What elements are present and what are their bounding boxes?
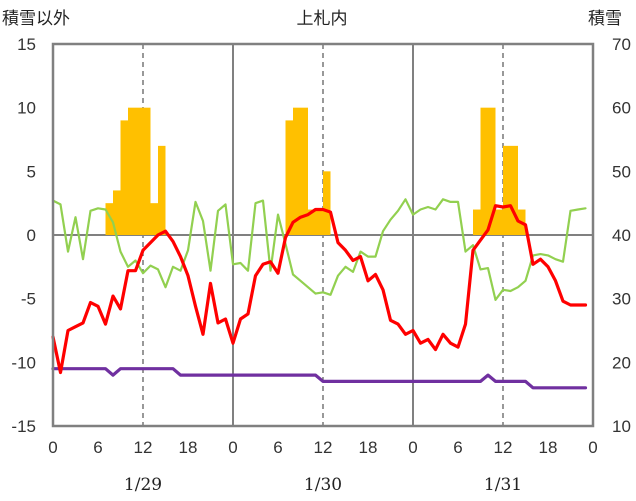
plot-border [51,42,595,428]
snow-bar-4 [135,107,143,235]
snow-bar-20 [510,145,518,235]
right-ytick-label-5: 20 [612,353,631,372]
snow-bar-5 [143,107,151,235]
xtick-label-1: 6 [93,438,102,457]
left-axis-title: 積雪以外 [2,9,70,29]
snow-bar-2 [120,120,128,235]
left-ytick-label-2: 5 [27,162,36,181]
left-ytick-label-5: -10 [11,353,36,372]
right-ytick-label-0: 70 [612,35,631,54]
xtick-label-8: 0 [408,438,417,457]
line-series-0 [51,204,588,375]
snow-bar-16 [480,107,488,235]
right-ytick-label-1: 60 [612,99,631,118]
left-ytick-label-1: 10 [17,99,36,118]
line-series-2 [51,367,588,390]
snow-bar-17 [488,107,496,235]
xtick-label-6: 12 [314,438,333,457]
xtick-label-3: 18 [179,438,198,457]
snow-bar-19 [503,145,511,235]
snow-bar-12 [308,209,316,235]
left-ytick-label-3: 0 [27,226,36,245]
xtick-label-2: 12 [134,438,153,457]
left-ytick-label-4: -5 [21,290,36,309]
snow-bar-6 [150,203,158,235]
xtick-label-7: 18 [359,438,378,457]
snow-bar-15 [473,209,481,235]
snow-bar-10 [293,107,301,235]
snow-bar-13 [315,209,323,235]
right-ytick-label-6: 10 [612,417,631,436]
snow-bar-9 [285,120,293,235]
right-ytick-label-4: 30 [612,290,631,309]
xtick-label-5: 6 [273,438,282,457]
date-label-1: 1/30 [304,475,342,495]
snow-bar-3 [128,107,136,235]
right-ytick-label-2: 50 [612,162,631,181]
snow-bar-14 [323,171,331,235]
snow-bars [105,107,526,235]
left-ytick-label-6: -15 [11,417,36,436]
series-lines [51,198,588,390]
xtick-label-4: 0 [228,438,237,457]
snow-bar-1 [113,190,121,235]
right-axis-title: 積雪 [588,9,622,29]
date-label-0: 1/29 [124,475,162,495]
date-label-2: 1/31 [484,475,522,495]
xtick-label-0: 0 [48,438,57,457]
xtick-label-10: 12 [494,438,513,457]
snow-bar-18 [495,209,503,235]
xtick-label-12: 0 [588,438,597,457]
left-ytick-label-0: 15 [17,35,36,54]
line-series-1 [51,198,587,301]
snow-bar-11 [300,107,308,235]
snow-bar-0 [105,203,113,235]
plot-frame [51,42,595,428]
xtick-label-9: 6 [453,438,462,457]
snow-bar-7 [158,145,166,235]
right-ytick-label-3: 40 [612,226,631,245]
xtick-label-11: 18 [539,438,558,457]
chart-title: 上札内 [297,9,348,29]
